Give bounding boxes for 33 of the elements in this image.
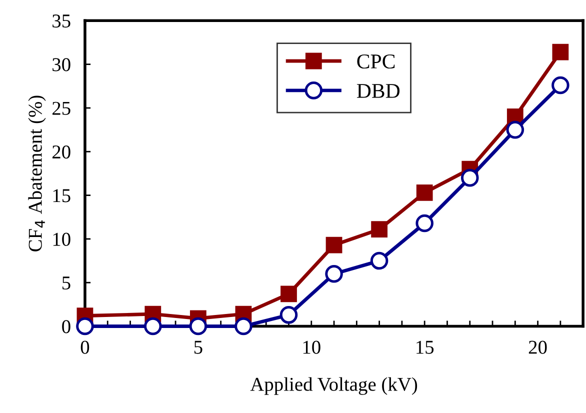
y-tick-label: 35: [52, 14, 70, 28]
y-tick-label: 10: [53, 232, 70, 246]
point: [325, 264, 343, 283]
y-tick-label: 30: [52, 58, 70, 72]
point: [552, 44, 569, 60]
point: [552, 76, 570, 94]
x-tick-label: 10: [303, 340, 320, 354]
y-tick-label: 25: [52, 102, 70, 115]
point: [506, 120, 524, 139]
point: [416, 214, 434, 232]
point: [280, 306, 298, 324]
y-tick-label: 15: [53, 189, 70, 202]
point: [280, 286, 297, 302]
y-tick-label: 5: [62, 276, 70, 290]
y-tick-label: 0: [62, 320, 70, 334]
x-tick-label: 0: [80, 340, 90, 354]
x-tick-label: 15: [416, 340, 434, 354]
point: [371, 221, 388, 238]
x-tick-label: 5: [194, 340, 202, 354]
x-axis-title: Applied Voltage (kV): [250, 377, 418, 395]
legend-label: DBD: [356, 84, 400, 98]
point: [76, 317, 94, 336]
point: [234, 317, 252, 336]
point: [189, 317, 208, 336]
legend-label: CPC: [357, 54, 395, 68]
point: [144, 317, 162, 336]
y-axis-title: CF$_{4}$ Abatement (%): [28, 96, 46, 252]
x-tick-label: 20: [528, 340, 547, 354]
point: [460, 168, 479, 187]
point: [326, 236, 342, 254]
point: [416, 184, 433, 201]
y-tick-label: 20: [52, 145, 70, 159]
point: [370, 252, 388, 270]
